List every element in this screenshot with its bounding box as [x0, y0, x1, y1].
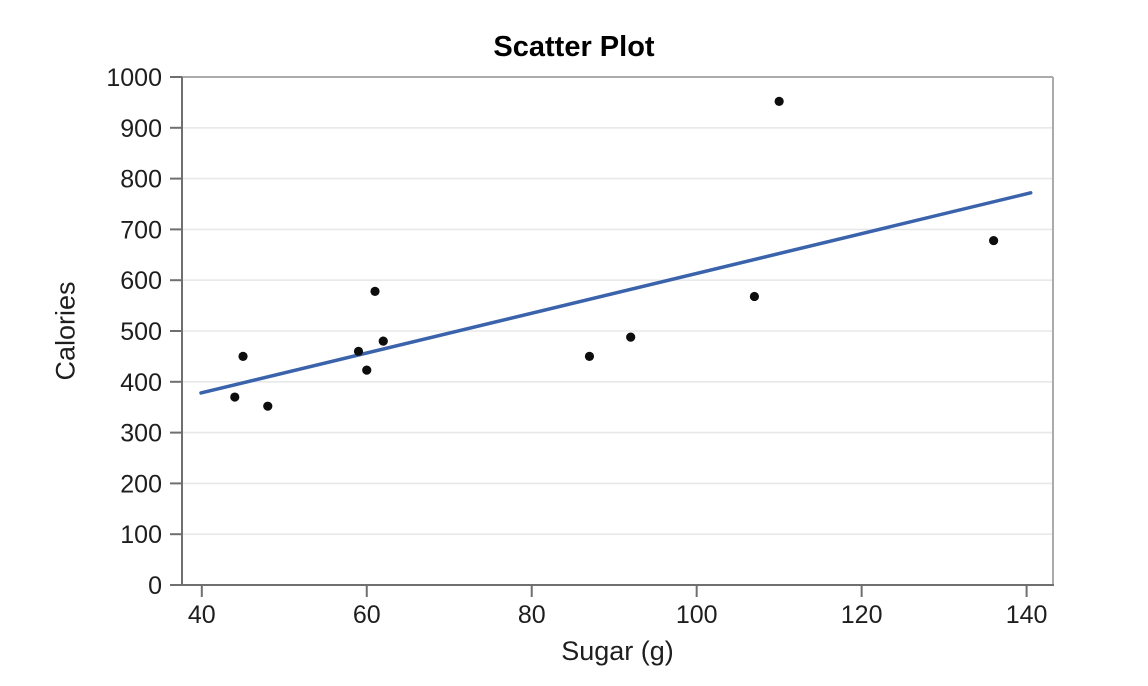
y-tick-label: 200: [120, 470, 162, 498]
y-tick-label: 600: [120, 267, 162, 295]
trend-line: [199, 191, 1033, 395]
x-tick-label: 120: [841, 601, 883, 629]
data-point: [362, 365, 372, 375]
y-tick-label: 100: [120, 521, 162, 549]
y-tick-label: 1000: [106, 64, 162, 92]
x-axis-label: Sugar (g): [561, 636, 674, 666]
data-point: [238, 351, 248, 361]
data-point: [584, 351, 595, 361]
y-tick-label: 500: [120, 318, 162, 346]
x-tick-label: 140: [1006, 601, 1048, 629]
y-tick-label: 300: [120, 420, 162, 448]
data-point: [378, 336, 388, 346]
data-point: [353, 346, 364, 356]
y-axis-label: Calories: [50, 281, 81, 381]
x-tick-label: 60: [353, 601, 381, 629]
data-point: [774, 96, 784, 106]
x-tick-label: 40: [188, 601, 216, 629]
data-point: [989, 235, 999, 246]
data-point: [263, 401, 273, 411]
y-tick-label: 800: [120, 166, 162, 194]
data-point: [626, 332, 636, 342]
x-tick-label: 100: [676, 601, 718, 629]
x-tick-label: 80: [518, 601, 546, 629]
y-tick-label: 700: [120, 216, 162, 244]
data-point: [370, 286, 380, 296]
y-tick-label: 900: [120, 115, 162, 143]
chart-title: Scatter Plot: [493, 31, 655, 63]
y-tick-label: 0: [148, 572, 162, 600]
y-tick-label: 400: [120, 369, 162, 397]
data-point: [749, 291, 760, 302]
data-point: [230, 392, 240, 402]
